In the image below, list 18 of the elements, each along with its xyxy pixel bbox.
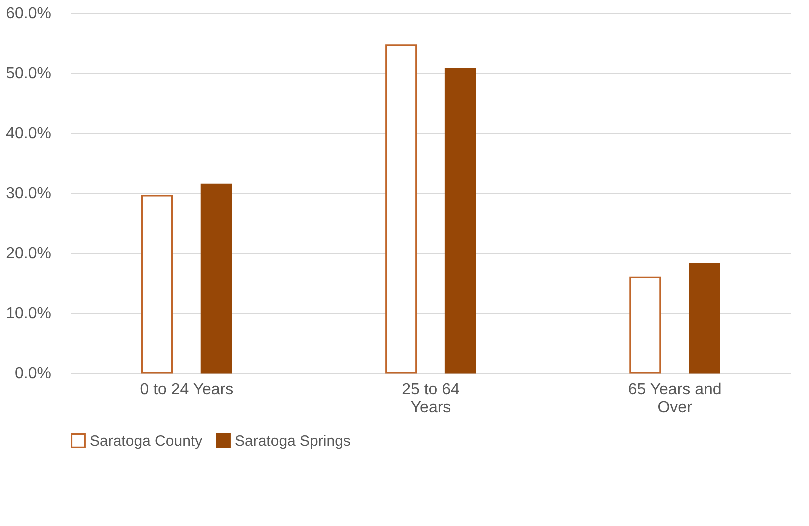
x-tick-label: 0 to 24 Years (140, 382, 234, 398)
y-tick-label: 50.0% (6, 66, 52, 82)
x-tick-label: 65 Years and Over (628, 382, 722, 416)
y-tick-label: 20.0% (6, 246, 52, 262)
legend-label: Saratoga County (90, 432, 204, 450)
x-tick-label: 25 to 64 Years (402, 382, 460, 416)
y-tick-label: 10.0% (6, 306, 52, 322)
bar (200, 184, 232, 374)
bar (689, 263, 720, 374)
bar (630, 276, 662, 374)
bar (142, 195, 173, 374)
y-tick-label: 40.0% (6, 126, 52, 142)
y-tick-label: 30.0% (6, 186, 52, 202)
bar (444, 68, 476, 374)
y-tick-label: 60.0% (6, 6, 52, 22)
legend-label: Saratoga Springs (235, 432, 351, 450)
bar (386, 44, 418, 374)
y-tick-label: 0.0% (15, 366, 52, 382)
